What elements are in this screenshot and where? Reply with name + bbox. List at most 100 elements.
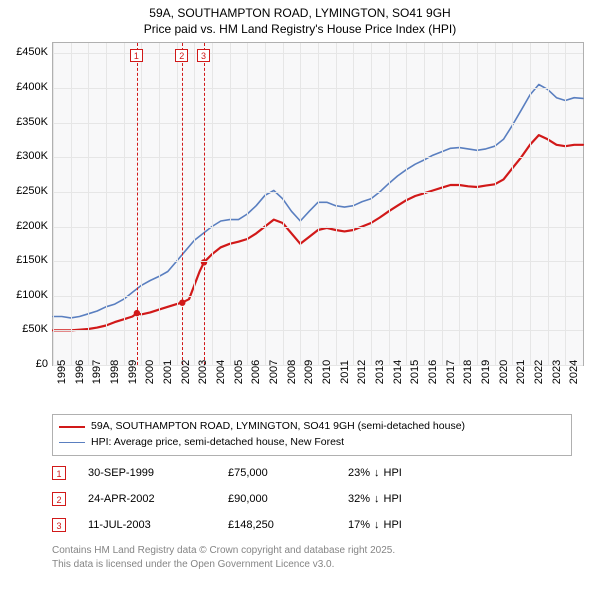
x-tick-label: 2011 [339, 360, 351, 384]
x-tick-label: 2014 [392, 360, 404, 384]
y-tick-label: £250K [0, 185, 48, 197]
y-tick-label: £200K [0, 220, 48, 232]
y-tick-label: £400K [0, 81, 48, 93]
x-tick-label: 2007 [268, 360, 280, 384]
x-tick-label: 2009 [303, 360, 315, 384]
x-tick-label: 2020 [498, 360, 510, 384]
sale-price: £90,000 [228, 493, 348, 505]
x-tick-label: 2004 [215, 360, 227, 384]
x-tick-label: 2019 [480, 360, 492, 384]
gridline-v [283, 43, 284, 365]
arrow-down-icon [374, 467, 380, 479]
x-tick-label: 1996 [74, 360, 86, 384]
x-tick-label: 2016 [427, 360, 439, 384]
arrow-down-icon [374, 493, 380, 505]
gridline-v [459, 43, 460, 365]
x-tick-label: 2006 [250, 360, 262, 384]
x-tick-label: 2003 [197, 360, 209, 384]
chart-area: £0£50K£100K£150K£200K£250K£300K£350K£400… [8, 42, 592, 402]
footer-line-1: Contains HM Land Registry data © Crown c… [52, 544, 572, 558]
sale-vline [137, 43, 138, 365]
gridline-v [159, 43, 160, 365]
sale-index-box: 1 [52, 466, 66, 480]
y-tick-label: £100K [0, 289, 48, 301]
gridline-v [371, 43, 372, 365]
gridline-v [53, 43, 54, 365]
sale-index-box: 3 [52, 518, 66, 532]
x-tick-label: 2022 [533, 360, 545, 384]
gridline-v [230, 43, 231, 365]
gridline-v [548, 43, 549, 365]
sale-price: £148,250 [228, 519, 348, 531]
sale-marker: 1 [130, 49, 143, 62]
sales-table: 130-SEP-1999£75,00023% HPI224-APR-2002£9… [52, 460, 572, 538]
sale-price: £75,000 [228, 467, 348, 479]
x-tick-label: 2017 [445, 360, 457, 384]
x-tick-label: 2005 [233, 360, 245, 384]
gridline-v [442, 43, 443, 365]
sale-date: 30-SEP-1999 [66, 467, 228, 479]
y-tick-label: £0 [0, 358, 48, 370]
x-tick-label: 2002 [180, 360, 192, 384]
gridline-v [212, 43, 213, 365]
sale-delta: 23% HPI [348, 467, 488, 479]
legend-row-red: 59A, SOUTHAMPTON ROAD, LYMINGTON, SO41 9… [59, 419, 565, 435]
gridline-v [141, 43, 142, 365]
sale-date: 11-JUL-2003 [66, 519, 228, 531]
footer-line-2: This data is licensed under the Open Gov… [52, 558, 572, 572]
y-tick-label: £350K [0, 116, 48, 128]
x-tick-label: 2000 [144, 360, 156, 384]
sale-index-box: 2 [52, 492, 66, 506]
gridline-v [106, 43, 107, 365]
sale-delta: 17% HPI [348, 519, 488, 531]
legend-swatch-blue [59, 442, 85, 443]
chart-card: 59A, SOUTHAMPTON ROAD, LYMINGTON, SO41 9… [0, 0, 600, 590]
gridline-v [177, 43, 178, 365]
x-tick-label: 1995 [56, 360, 68, 384]
y-tick-label: £300K [0, 150, 48, 162]
footer: Contains HM Land Registry data © Crown c… [52, 544, 572, 571]
gridline-v [71, 43, 72, 365]
sale-marker: 2 [175, 49, 188, 62]
x-tick-label: 1997 [91, 360, 103, 384]
gridline-v [247, 43, 248, 365]
table-row: 130-SEP-1999£75,00023% HPI [52, 460, 572, 486]
x-tick-label: 2018 [462, 360, 474, 384]
legend-swatch-red [59, 426, 85, 428]
gridline-v [389, 43, 390, 365]
gridline-v [512, 43, 513, 365]
gridline-v [530, 43, 531, 365]
title-line-2: Price paid vs. HM Land Registry's House … [0, 22, 600, 38]
x-tick-label: 2021 [515, 360, 527, 384]
y-tick-label: £150K [0, 254, 48, 266]
y-tick-label: £450K [0, 46, 48, 58]
gridline-v [495, 43, 496, 365]
gridline-v [194, 43, 195, 365]
sale-date: 24-APR-2002 [66, 493, 228, 505]
x-tick-label: 2012 [356, 360, 368, 384]
gridline-v [565, 43, 566, 365]
gridline-v [353, 43, 354, 365]
gridline-v [88, 43, 89, 365]
sale-delta: 32% HPI [348, 493, 488, 505]
x-tick-label: 1998 [109, 360, 121, 384]
title-block: 59A, SOUTHAMPTON ROAD, LYMINGTON, SO41 9… [0, 0, 600, 37]
sale-vline [182, 43, 183, 365]
gridline-v [124, 43, 125, 365]
x-tick-label: 2001 [162, 360, 174, 384]
plot-area: 123 [52, 42, 584, 366]
gridline-v [477, 43, 478, 365]
x-tick-label: 2008 [286, 360, 298, 384]
x-tick-label: 2010 [321, 360, 333, 384]
x-tick-label: 2023 [551, 360, 563, 384]
gridline-v [424, 43, 425, 365]
x-tick-label: 1999 [127, 360, 139, 384]
title-line-1: 59A, SOUTHAMPTON ROAD, LYMINGTON, SO41 9… [0, 6, 600, 22]
legend-text-blue: HPI: Average price, semi-detached house,… [91, 435, 344, 451]
y-tick-label: £50K [0, 323, 48, 335]
arrow-down-icon [374, 519, 380, 531]
legend-row-blue: HPI: Average price, semi-detached house,… [59, 435, 565, 451]
gridline-v [265, 43, 266, 365]
x-tick-label: 2015 [409, 360, 421, 384]
table-row: 224-APR-2002£90,00032% HPI [52, 486, 572, 512]
